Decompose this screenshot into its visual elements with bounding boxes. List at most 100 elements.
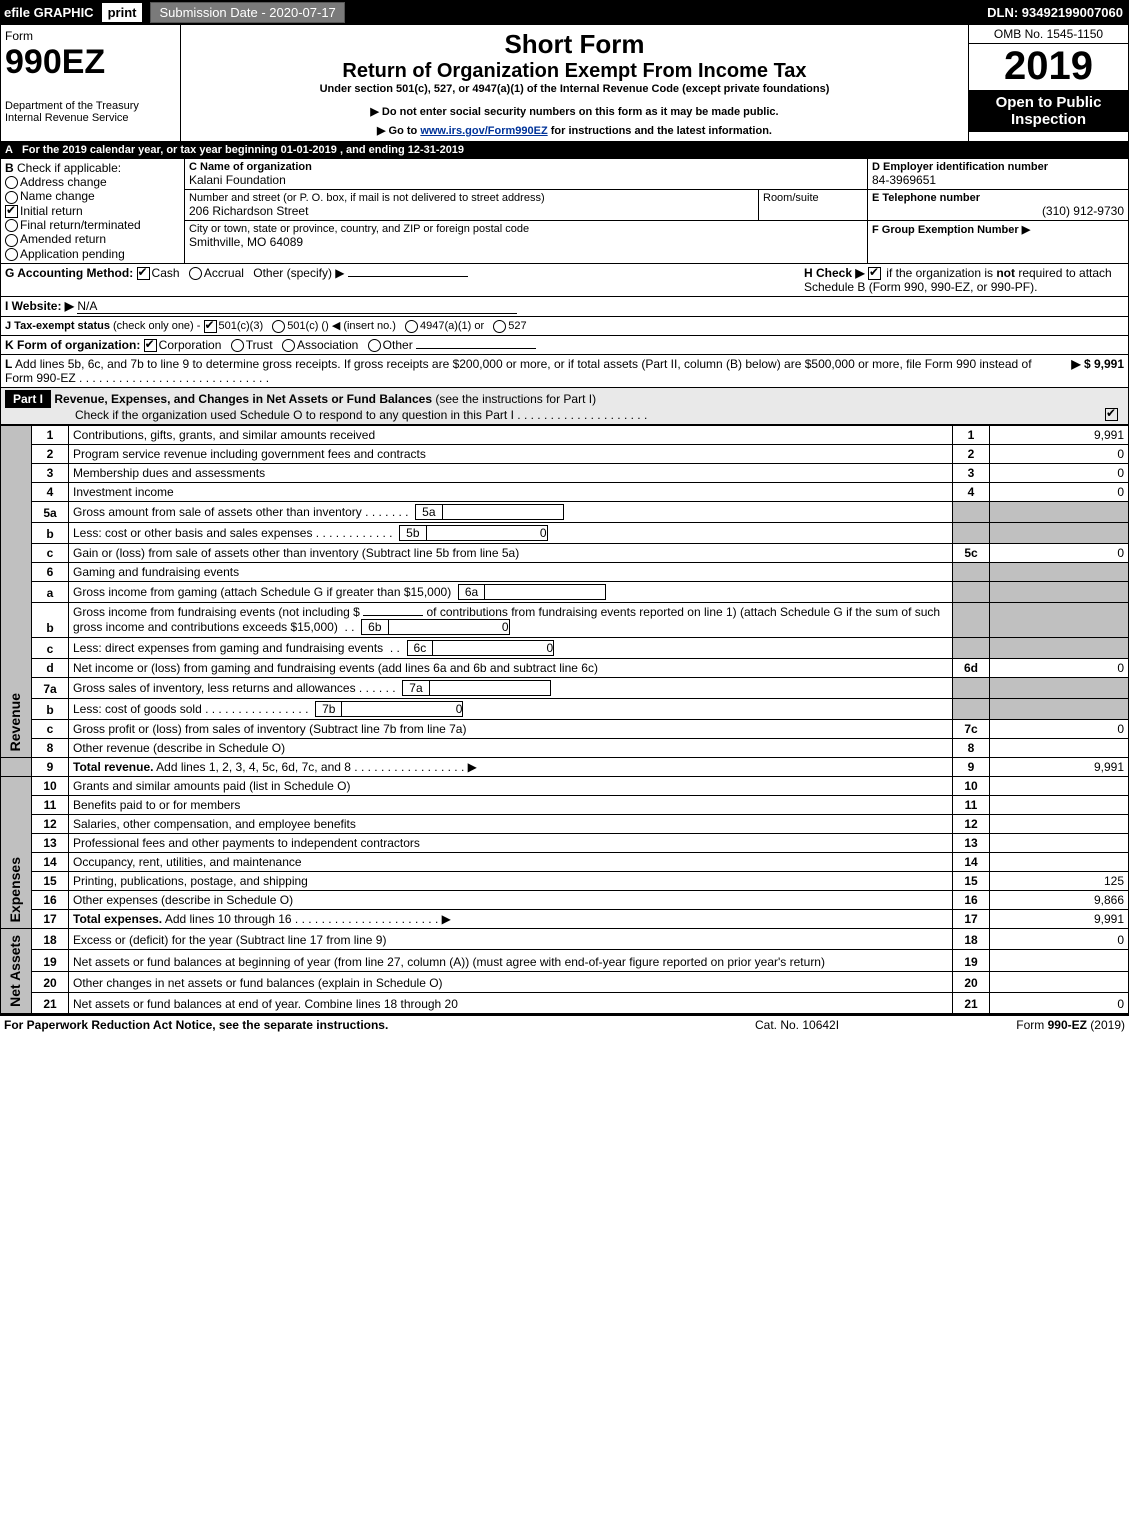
- dln-label: DLN: 93492199007060: [987, 5, 1129, 20]
- l-amount: ▶ $ 9,991: [1051, 357, 1124, 385]
- line-6a: aGross income from gaming (attach Schedu…: [1, 582, 1129, 603]
- line-14-val: [990, 853, 1129, 872]
- form-prefix: Form: [5, 29, 176, 43]
- line-5b-desc: Less: cost or other basis and sales expe…: [73, 526, 312, 540]
- f-label: F Group Exemption Number ▶: [868, 221, 1128, 238]
- initial-return-label: Initial return: [20, 204, 83, 218]
- top-bar: efile GRAPHIC print Submission Date - 20…: [0, 0, 1129, 24]
- room-label: Room/suite: [759, 190, 867, 220]
- h-not: not: [996, 266, 1015, 280]
- section-i: I Website: ▶ N/A: [0, 297, 1129, 317]
- line-1-desc: Contributions, gifts, grants, and simila…: [69, 426, 953, 445]
- line-21-desc: Net assets or fund balances at end of ye…: [69, 992, 953, 1013]
- city-label: City or town, state or province, country…: [189, 223, 863, 235]
- corp-check[interactable]: [144, 339, 157, 352]
- submission-date-button[interactable]: Submission Date - 2020-07-17: [150, 2, 344, 23]
- line-5a: 5aGross amount from sale of assets other…: [1, 502, 1129, 523]
- 527-check[interactable]: [493, 320, 506, 333]
- addr-change-check[interactable]: [5, 176, 18, 189]
- 501c-label: 501(c) (: [287, 320, 325, 332]
- 501c3-check[interactable]: [204, 320, 217, 333]
- name-change-check[interactable]: [5, 191, 18, 204]
- header-left: Form 990EZ Department of the Treasury In…: [1, 25, 181, 141]
- line-6d-val: 0: [990, 659, 1129, 678]
- instructions-link[interactable]: www.irs.gov/Form990EZ: [420, 125, 547, 137]
- line-21: 21Net assets or fund balances at end of …: [1, 992, 1129, 1013]
- other-org-input[interactable]: [416, 348, 536, 349]
- 501c3-label: 501(c)(3): [219, 320, 264, 332]
- initial-return-check[interactable]: [5, 205, 18, 218]
- section-l: L Add lines 5b, 6c, and 7b to line 9 to …: [0, 355, 1129, 388]
- other-label: Other (specify) ▶: [253, 266, 344, 280]
- line-19-val: [990, 950, 1129, 971]
- line-9-val: 9,991: [990, 758, 1129, 777]
- line-5c-desc: Gain or (loss) from sale of assets other…: [69, 544, 953, 563]
- k-label: K Form of organization:: [5, 338, 140, 352]
- j-rest: (check only one) -: [110, 320, 204, 332]
- other-org-label: Other: [383, 338, 413, 352]
- footer-left: For Paperwork Reduction Act Notice, see …: [4, 1018, 755, 1032]
- h-check[interactable]: [868, 267, 881, 280]
- line-6a-desc: Gross income from gaming (attach Schedul…: [73, 585, 451, 599]
- footer-mid: Cat. No. 10642I: [755, 1018, 955, 1032]
- assoc-check[interactable]: [282, 339, 295, 352]
- amended-check[interactable]: [5, 234, 18, 247]
- part1-check[interactable]: [1105, 408, 1118, 421]
- 4947-check[interactable]: [405, 320, 418, 333]
- section-def: D Employer identification number84-39696…: [868, 159, 1128, 263]
- note1: ▶ Do not enter social security numbers o…: [185, 105, 964, 118]
- section-h: H Check ▶ if the organization is not req…: [800, 264, 1128, 296]
- addr-change-label: Address change: [20, 175, 107, 189]
- header-right: OMB No. 1545-1150 2019 Open to Public In…: [968, 25, 1128, 141]
- app-pending-check[interactable]: [5, 248, 18, 261]
- line-6c: cLess: direct expenses from gaming and f…: [1, 638, 1129, 659]
- line-11: 11Benefits paid to or for members11: [1, 796, 1129, 815]
- line-10-val: [990, 777, 1129, 796]
- footer-form-prefix: Form: [1016, 1018, 1047, 1032]
- form-header: Form 990EZ Department of the Treasury In…: [0, 24, 1129, 142]
- trust-check[interactable]: [231, 339, 244, 352]
- other-org-check[interactable]: [368, 339, 381, 352]
- assoc-label: Association: [297, 338, 358, 352]
- cash-check[interactable]: [137, 267, 150, 280]
- line-17-desc: Total expenses.: [73, 912, 162, 926]
- tax-period-row: A For the 2019 calendar year, or tax yea…: [0, 142, 1129, 159]
- section-g: G Accounting Method: Cash Accrual Other …: [1, 264, 800, 296]
- website-value: N/A: [77, 299, 97, 313]
- 501c-check[interactable]: [272, 320, 285, 333]
- print-button[interactable]: print: [102, 3, 143, 22]
- line-7c: cGross profit or (loss) from sales of in…: [1, 720, 1129, 739]
- addr-label: Number and street (or P. O. box, if mail…: [189, 192, 754, 204]
- final-return-check[interactable]: [5, 219, 18, 232]
- other-specify-input[interactable]: [348, 276, 468, 277]
- line-6b-subval: 0: [389, 619, 510, 635]
- line-18: Net Assets 18Excess or (deficit) for the…: [1, 929, 1129, 950]
- line-5c: cGain or (loss) from sale of assets othe…: [1, 544, 1129, 563]
- h-txt1: if the organization is: [886, 266, 996, 280]
- note2-suffix: for instructions and the latest informat…: [551, 125, 772, 137]
- line-17: 17Total expenses. Add lines 10 through 1…: [1, 910, 1129, 929]
- line-10: Expenses 10Grants and similar amounts pa…: [1, 777, 1129, 796]
- line-16-desc: Other expenses (describe in Schedule O): [69, 891, 953, 910]
- line-19: 19Net assets or fund balances at beginni…: [1, 950, 1129, 971]
- line-12: 12Salaries, other compensation, and empl…: [1, 815, 1129, 834]
- line-7a: 7aGross sales of inventory, less returns…: [1, 678, 1129, 699]
- part1-body: Revenue 1Contributions, gifts, grants, a…: [0, 425, 1129, 1014]
- irs-label: Internal Revenue Service: [5, 112, 176, 124]
- section-a-label: A: [5, 144, 13, 156]
- e-label: E Telephone number: [872, 192, 1124, 204]
- accrual-check[interactable]: [189, 267, 202, 280]
- amended-label: Amended return: [20, 232, 106, 246]
- note2-wrap: ▶ Go to www.irs.gov/Form990EZ for instru…: [185, 124, 964, 137]
- l-letter: L: [5, 357, 12, 371]
- line-8-val: [990, 739, 1129, 758]
- line-20-val: [990, 971, 1129, 992]
- line-14: 14Occupancy, rent, utilities, and mainte…: [1, 853, 1129, 872]
- line-15-desc: Printing, publications, postage, and shi…: [69, 872, 953, 891]
- form-number: 990EZ: [5, 43, 176, 82]
- line-9: 9Total revenue. Add lines 1, 2, 3, 4, 5c…: [1, 758, 1129, 777]
- line-15-val: 125: [990, 872, 1129, 891]
- line-5c-val: 0: [990, 544, 1129, 563]
- city-state-zip: Smithville, MO 64089: [189, 235, 863, 249]
- line-6d-desc: Net income or (loss) from gaming and fun…: [69, 659, 953, 678]
